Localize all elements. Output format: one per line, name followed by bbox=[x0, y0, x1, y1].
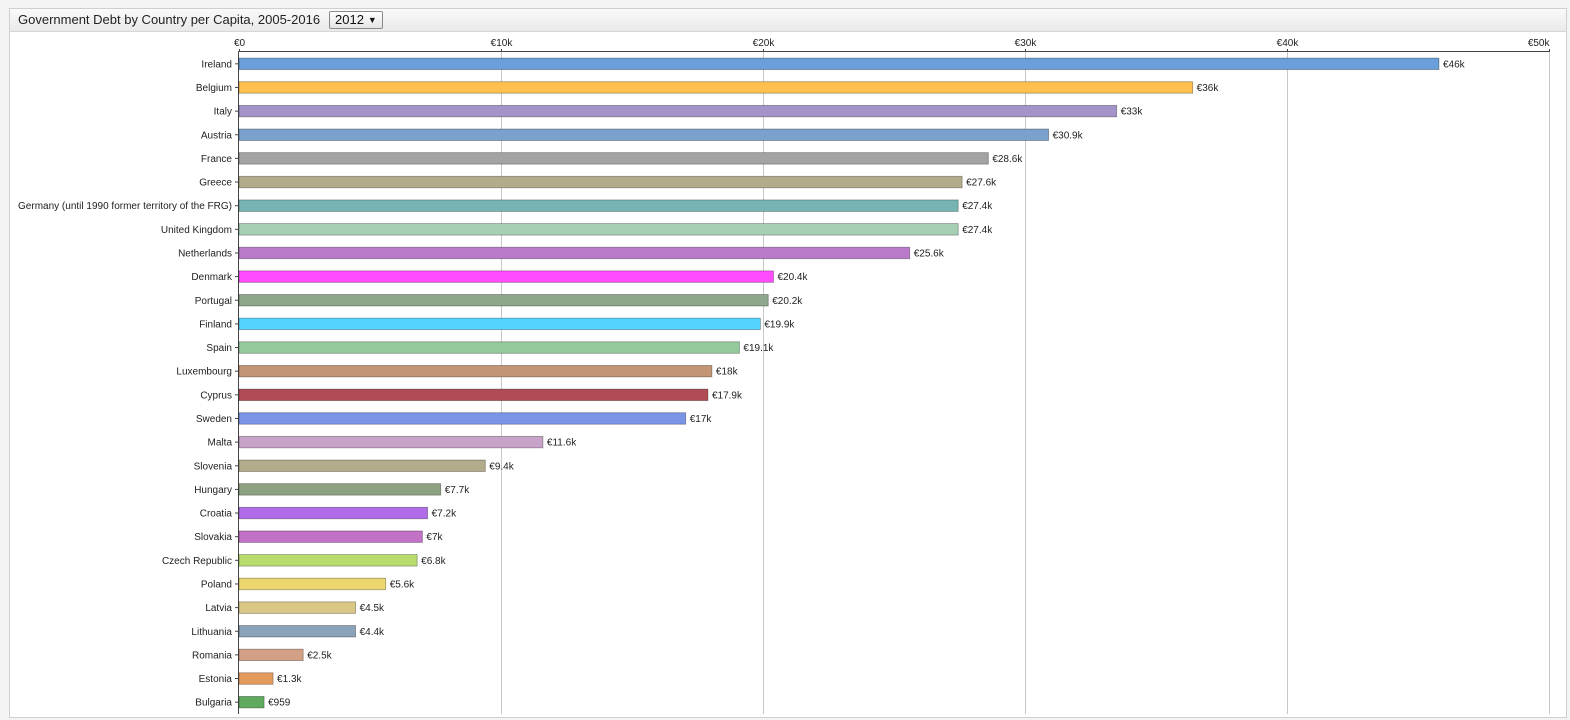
chart-header: Government Debt by Country per Capita, 2… bbox=[10, 9, 1566, 32]
year-dropdown-value: 2012 bbox=[335, 12, 364, 27]
category-label: Latvia bbox=[205, 603, 232, 614]
bar[interactable] bbox=[238, 435, 544, 449]
category-label: Estonia bbox=[199, 674, 233, 685]
category-label: Finland bbox=[199, 319, 232, 330]
category-label: Slovakia bbox=[194, 532, 232, 543]
chevron-down-icon: ▼ bbox=[367, 15, 377, 25]
bar[interactable] bbox=[238, 459, 486, 472]
category-label: Czech Republic bbox=[162, 556, 232, 567]
data-label: €5.6k bbox=[390, 579, 415, 590]
data-label: €19.1k bbox=[743, 343, 774, 354]
category-label: Sweden bbox=[196, 414, 232, 425]
data-label: €7.2k bbox=[432, 509, 457, 520]
x-tick-label: €20k bbox=[753, 38, 776, 49]
data-label: €17k bbox=[690, 414, 713, 425]
data-label: €20.4k bbox=[777, 272, 808, 283]
category-label: Spain bbox=[206, 343, 232, 354]
bar[interactable] bbox=[238, 696, 265, 709]
data-label: €6.8k bbox=[421, 556, 446, 567]
bar[interactable] bbox=[238, 648, 304, 662]
category-label: Bulgaria bbox=[195, 698, 232, 709]
data-label: €25.6k bbox=[914, 248, 945, 259]
x-tick-label: €50k bbox=[1528, 38, 1551, 49]
data-label: €7.7k bbox=[445, 485, 470, 496]
category-label: Hungary bbox=[194, 485, 232, 496]
bar[interactable] bbox=[238, 294, 769, 307]
bar[interactable] bbox=[238, 625, 356, 638]
data-label: €46k bbox=[1443, 59, 1466, 70]
bar[interactable] bbox=[238, 246, 911, 260]
bar[interactable] bbox=[238, 577, 387, 591]
bar[interactable] bbox=[238, 317, 761, 331]
category-label: Italy bbox=[214, 107, 232, 118]
category-label: Poland bbox=[201, 579, 232, 590]
data-label: €4.4k bbox=[360, 627, 385, 638]
x-tick-label: €40k bbox=[1277, 38, 1300, 49]
category-label: Slovenia bbox=[194, 461, 233, 472]
x-tick-label: €10k bbox=[491, 38, 514, 49]
category-label: Belgium bbox=[196, 83, 232, 94]
data-label: €28.6k bbox=[992, 154, 1023, 165]
category-label: Croatia bbox=[200, 509, 233, 520]
bar[interactable] bbox=[238, 554, 418, 567]
bar[interactable] bbox=[238, 388, 709, 401]
category-label: Denmark bbox=[191, 272, 233, 283]
data-label: €17.9k bbox=[712, 390, 743, 401]
bar[interactable] bbox=[238, 672, 274, 685]
bar[interactable] bbox=[238, 104, 1118, 118]
x-tick-label: €30k bbox=[1015, 38, 1038, 49]
data-label: €959 bbox=[268, 698, 291, 709]
category-label: United Kingdom bbox=[161, 225, 232, 236]
category-label: Lithuania bbox=[191, 627, 232, 638]
data-label: €27.4k bbox=[962, 201, 993, 212]
data-label: €7k bbox=[426, 532, 443, 543]
data-label: €19.9k bbox=[764, 319, 795, 330]
category-label: Portugal bbox=[195, 296, 232, 307]
x-tick-label: €0 bbox=[234, 38, 246, 49]
bar[interactable] bbox=[238, 506, 429, 520]
chart-panel: Government Debt by Country per Capita, 2… bbox=[9, 8, 1567, 718]
data-label: €30.9k bbox=[1053, 130, 1084, 141]
bar[interactable] bbox=[238, 199, 959, 212]
bar[interactable] bbox=[238, 483, 442, 496]
chart-title: Government Debt by Country per Capita, 2… bbox=[18, 12, 321, 27]
bar[interactable] bbox=[238, 152, 989, 165]
category-label: Luxembourg bbox=[176, 367, 232, 378]
bar[interactable] bbox=[238, 530, 423, 543]
category-label: Greece bbox=[199, 178, 232, 189]
category-label: Romania bbox=[192, 650, 232, 661]
category-label: Germany (until 1990 former territory of … bbox=[18, 201, 232, 212]
bar[interactable] bbox=[238, 601, 356, 614]
bar[interactable] bbox=[238, 175, 963, 189]
data-label: €36k bbox=[1197, 83, 1220, 94]
bar[interactable] bbox=[238, 365, 713, 378]
bar[interactable] bbox=[238, 81, 1194, 94]
data-label: €20.2k bbox=[772, 296, 803, 307]
bar[interactable] bbox=[238, 341, 740, 354]
bar-chart: €0 €10k €20k €30k €40k €50k Ireland €46k Belgium… bbox=[18, 38, 1551, 714]
category-label: France bbox=[201, 154, 233, 165]
data-label: €9.4k bbox=[489, 461, 514, 472]
data-label: €27.6k bbox=[966, 178, 997, 189]
bar[interactable] bbox=[238, 270, 774, 283]
data-label: €33k bbox=[1121, 107, 1144, 118]
bar[interactable] bbox=[238, 412, 687, 425]
category-label: Malta bbox=[208, 438, 233, 449]
category-label: Netherlands bbox=[178, 248, 232, 259]
category-label: Austria bbox=[201, 130, 233, 141]
bar[interactable] bbox=[238, 223, 959, 236]
category-label: Ireland bbox=[201, 59, 232, 70]
data-label: €1.3k bbox=[277, 674, 302, 685]
year-dropdown[interactable]: 2012 ▼ bbox=[329, 11, 383, 29]
data-label: €27.4k bbox=[962, 225, 993, 236]
data-label: €18k bbox=[716, 367, 739, 378]
bar[interactable] bbox=[238, 57, 1440, 70]
data-label: €11.6k bbox=[547, 438, 577, 449]
category-label: Cyprus bbox=[200, 390, 232, 401]
bar[interactable] bbox=[238, 128, 1049, 141]
data-label: €4.5k bbox=[360, 603, 385, 614]
data-label: €2.5k bbox=[307, 650, 332, 661]
